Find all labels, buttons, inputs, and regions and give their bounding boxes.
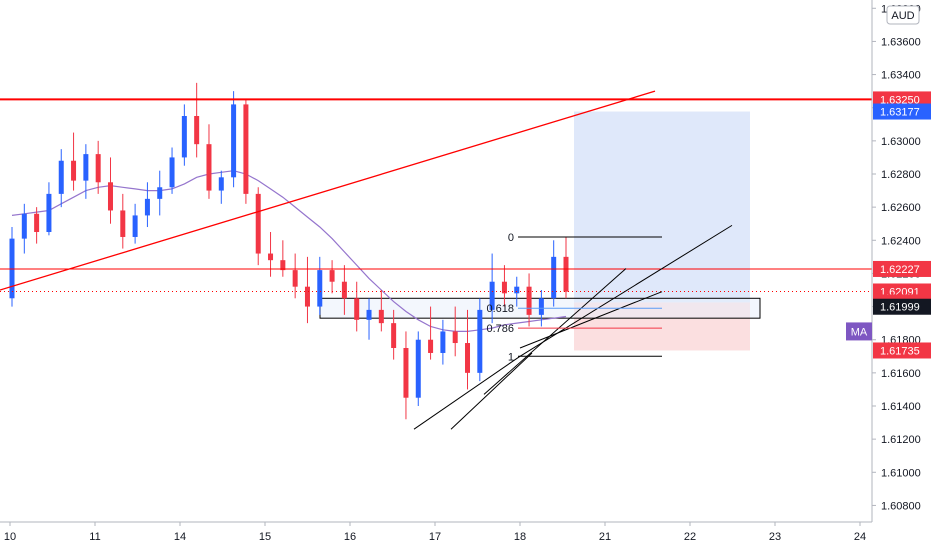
price-tick-label: 1.61600	[881, 368, 921, 380]
candle-body	[157, 187, 163, 199]
time-tick-label: 14	[174, 531, 186, 543]
fib-level-label: 0.786	[486, 323, 514, 335]
price-badge	[873, 91, 931, 108]
price-tick-label: 1.63600	[881, 36, 921, 48]
price-tick-label: 1.62800	[881, 169, 921, 181]
candle-body	[551, 256, 557, 299]
candle-body	[465, 343, 471, 373]
price-tick-label: 1.63400	[881, 70, 921, 82]
candle-body	[501, 281, 507, 294]
candle-body	[452, 331, 458, 344]
candle-body	[514, 286, 520, 294]
candle-body	[489, 281, 495, 310]
price-badge	[873, 260, 931, 277]
candle-body	[563, 256, 569, 292]
fib-level-label: 1	[508, 351, 514, 363]
time-tick-label: 15	[259, 531, 271, 543]
price-badge-label: 1.61999	[880, 302, 920, 314]
price-tick-label: 1.62600	[881, 202, 921, 214]
price-tick-label: 1.61200	[881, 434, 921, 446]
candle-body	[280, 260, 286, 271]
price-badge-label: 1.63177	[880, 107, 920, 119]
candle-body	[440, 331, 446, 353]
candle-body	[243, 104, 249, 194]
time-tick-label: 16	[344, 531, 356, 543]
price-badges: 1.632501.631771.622271.6209125:001.61999…	[846, 91, 931, 359]
price-tick-label: 1.62400	[881, 235, 921, 247]
candle-body	[391, 323, 397, 348]
candle-body	[194, 116, 200, 145]
candle-body	[428, 339, 434, 353]
price-badge	[873, 103, 931, 120]
fib-level-label: 0	[508, 232, 514, 244]
candle-body	[206, 144, 212, 191]
time-tick-label: 17	[429, 531, 441, 543]
candle-body	[403, 348, 409, 398]
candle-body	[95, 154, 101, 183]
target-zone	[574, 111, 750, 303]
candle-body	[526, 286, 532, 315]
candle-body	[415, 339, 421, 398]
candle-body	[477, 309, 483, 373]
drawing-layer: 0 0.618 0.786 1	[0, 90, 872, 430]
candle-body	[144, 198, 150, 216]
candle-body	[218, 177, 224, 191]
candle-body	[538, 298, 544, 315]
fib-level-label: 0.618	[486, 303, 514, 315]
candle-body	[34, 213, 40, 232]
candle-body	[83, 154, 89, 181]
trend-line	[0, 90, 656, 291]
candle-body	[304, 286, 310, 307]
time-axis[interactable]: 10 11 14 15 16 17 18 21 22 23 24	[0, 521, 872, 543]
candle-body	[231, 104, 237, 178]
candle-body	[268, 253, 274, 261]
candle-body	[317, 270, 323, 307]
candle-body	[71, 160, 77, 181]
support-line	[413, 355, 521, 430]
price-badge	[873, 298, 931, 315]
candle-body	[181, 116, 187, 158]
currency-button[interactable]	[886, 5, 920, 25]
price-tick-label: 1.61000	[881, 467, 921, 479]
time-tick-label: 23	[769, 531, 781, 543]
ma-badge-label: MA	[851, 326, 868, 338]
trend-line-black	[519, 291, 663, 349]
time-tick-label: 21	[599, 531, 611, 543]
price-badge-label: 1.63250	[880, 94, 920, 106]
candle-body	[21, 213, 27, 239]
time-tick-label: 22	[684, 531, 696, 543]
candle-body	[132, 215, 138, 237]
candle-body	[255, 193, 261, 254]
time-tick-label: 10	[4, 531, 16, 543]
candle-body	[107, 182, 113, 211]
price-badge	[873, 342, 931, 359]
currency-label: AUD	[891, 10, 914, 22]
support-line	[450, 352, 533, 430]
candle-body	[46, 193, 52, 232]
time-tick-label: 11	[89, 531, 100, 543]
price-tick-label: 1.60800	[881, 500, 921, 512]
candle-body	[169, 157, 175, 188]
candle-body	[341, 281, 347, 299]
candle-body	[292, 270, 298, 287]
candle-body	[354, 298, 360, 320]
candlestick-series	[9, 82, 569, 420]
candle-body	[366, 309, 372, 320]
price-tick-label: 1.63000	[881, 136, 921, 148]
price-badge-label: 1.62227	[880, 264, 920, 276]
price-badge-label: 1.61735	[880, 345, 920, 357]
price-tick-label: 1.61400	[881, 401, 921, 413]
candle-body	[378, 309, 384, 324]
ma-badge[interactable]	[846, 322, 872, 341]
candle-body	[58, 160, 64, 194]
trend-line-black	[483, 268, 627, 395]
candle-body	[329, 270, 335, 282]
time-tick-label: 24	[854, 531, 866, 543]
time-tick-label: 18	[514, 531, 526, 543]
candle-body	[120, 210, 126, 237]
